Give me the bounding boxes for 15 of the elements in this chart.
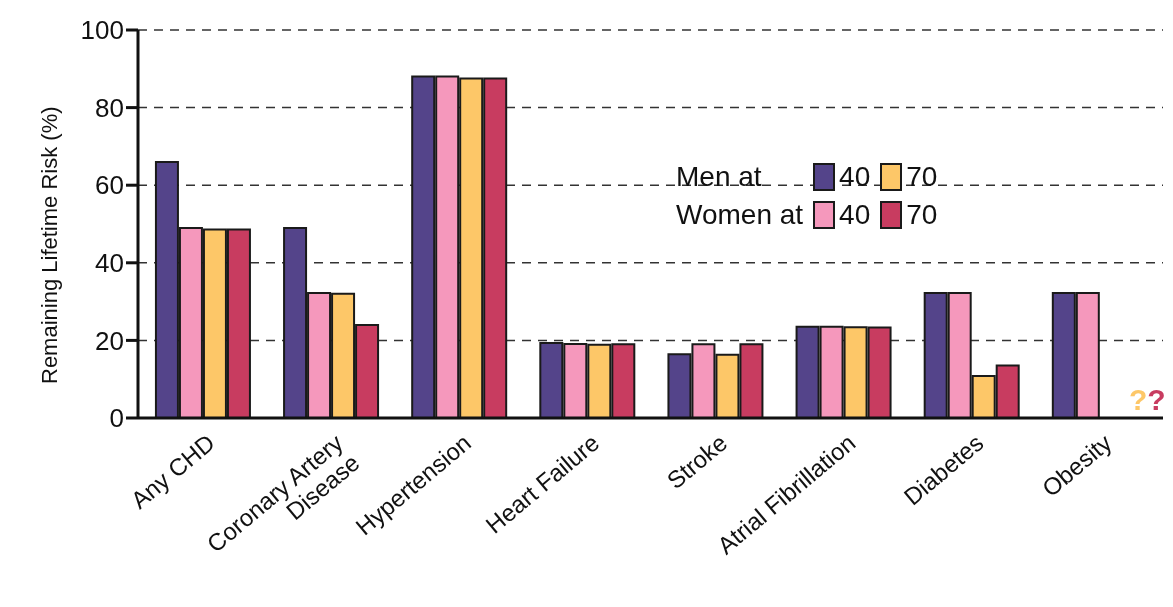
y-tick-label: 80 bbox=[95, 92, 124, 123]
annotation: ?? bbox=[1128, 383, 1166, 416]
legend-label: 40 bbox=[839, 160, 871, 194]
y-tick-label: 0 bbox=[109, 403, 124, 434]
y-tick-label: 100 bbox=[80, 15, 124, 46]
legend-label: 70 bbox=[906, 160, 938, 194]
annotation: Women at bbox=[676, 198, 804, 232]
y-tick-label: 60 bbox=[95, 170, 124, 201]
annotation: Men at bbox=[676, 160, 763, 194]
y-axis-title: Remaining Lifetime Risk (%) bbox=[36, 106, 62, 384]
y-tick-label: 40 bbox=[95, 248, 124, 279]
legend-label: 40 bbox=[839, 198, 871, 232]
x-tick-label: Any CHD bbox=[125, 428, 220, 514]
y-tick-label: 20 bbox=[95, 325, 124, 356]
legend-label: 70 bbox=[906, 198, 938, 232]
